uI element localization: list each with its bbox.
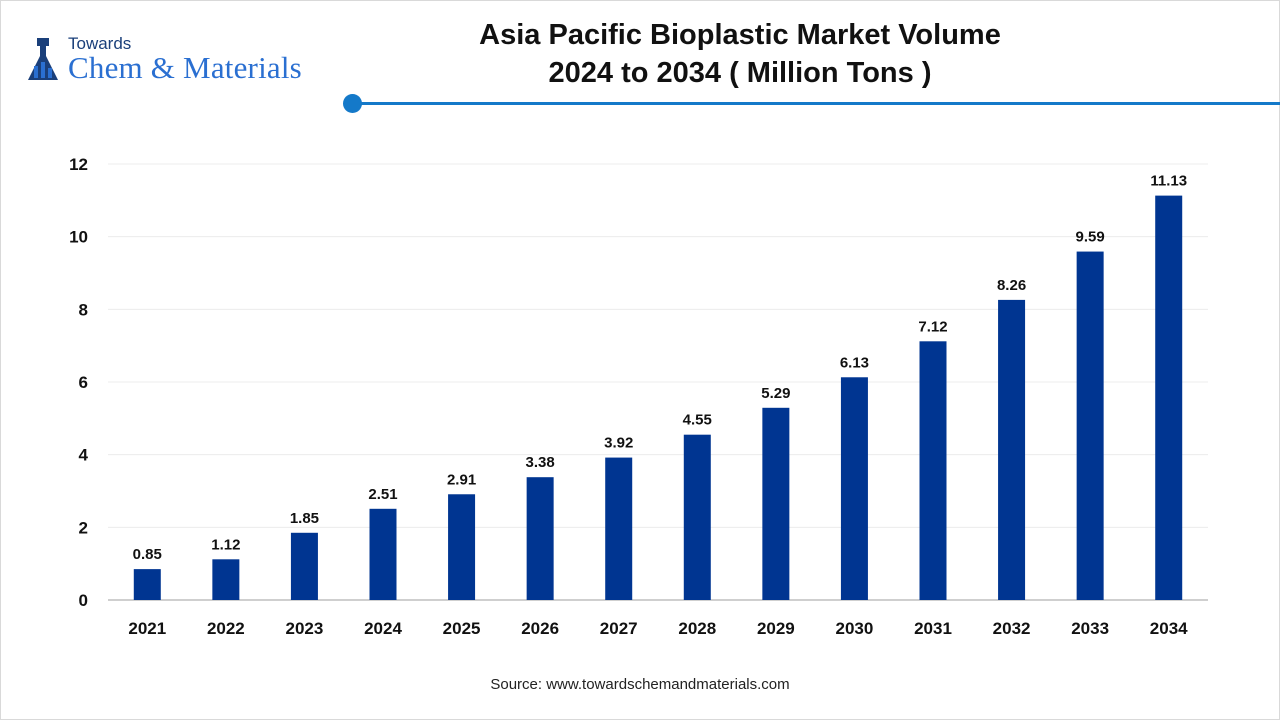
- x-tick-label: 2022: [207, 619, 245, 638]
- x-tick-label: 2026: [521, 619, 559, 638]
- data-label: 1.12: [211, 536, 240, 553]
- data-label: 1.85: [290, 510, 319, 527]
- bar-2029: [762, 407, 790, 600]
- data-label: 5.29: [761, 385, 790, 402]
- y-tick-label: 4: [79, 446, 89, 465]
- chart-title: Asia Pacific Bioplastic Market Volume: [479, 19, 1001, 51]
- flask-icon: [28, 38, 58, 80]
- data-label: 6.13: [840, 354, 869, 371]
- data-label: 3.38: [526, 454, 555, 471]
- data-label: 11.13: [1150, 173, 1187, 190]
- bar-2024: [369, 508, 397, 600]
- bar-2033: [1076, 251, 1104, 600]
- x-tick-label: 2028: [678, 619, 716, 638]
- x-tick-label: 2023: [286, 619, 324, 638]
- x-tick-label: 2030: [836, 619, 874, 638]
- y-tick-label: 12: [69, 155, 88, 174]
- title-rule: [352, 102, 1280, 105]
- bar-2028: [683, 434, 711, 600]
- x-tick-label: 2029: [757, 619, 795, 638]
- chart-subtitle: 2024 to 2034 ( Million Tons ): [548, 57, 932, 89]
- x-tick-label: 2033: [1071, 619, 1109, 638]
- bar-2022: [212, 559, 240, 600]
- data-label: 2.51: [368, 486, 397, 503]
- x-tick-label: 2027: [600, 619, 638, 638]
- data-label: 9.59: [1076, 229, 1105, 246]
- bar-2025: [448, 494, 476, 600]
- x-tick-label: 2024: [364, 619, 402, 638]
- y-tick-label: 8: [79, 300, 88, 319]
- y-tick-label: 0: [79, 591, 88, 610]
- logo-top-text: Towards: [68, 34, 132, 53]
- logo-main-text: Chem & Materials: [68, 50, 302, 85]
- source-note: Source: www.towardschemandmaterials.com: [490, 676, 790, 693]
- bar-2034: [1155, 195, 1183, 601]
- data-label: 7.12: [918, 318, 947, 335]
- bar-2030: [840, 377, 868, 600]
- data-label: 0.85: [133, 546, 162, 563]
- data-label: 3.92: [604, 435, 633, 452]
- chart-title-block: Asia Pacific Bioplastic Market Volume 20…: [440, 16, 1040, 92]
- x-tick-label: 2031: [914, 619, 952, 638]
- bar-2032: [998, 299, 1026, 600]
- bar-2026: [526, 477, 554, 600]
- data-label: 8.26: [997, 277, 1026, 294]
- x-tick-label: 2034: [1150, 619, 1188, 638]
- y-tick-label: 10: [69, 228, 88, 247]
- y-tick-label: 6: [79, 373, 88, 392]
- x-tick-label: 2021: [128, 619, 166, 638]
- title-dot: [343, 94, 362, 113]
- x-tick-label: 2025: [443, 619, 481, 638]
- brand-logo: Towards Chem & Materials: [22, 32, 342, 92]
- y-tick-label: 2: [79, 518, 88, 537]
- data-label: 4.55: [683, 412, 712, 429]
- bar-2023: [290, 532, 318, 600]
- x-tick-label: 2032: [993, 619, 1031, 638]
- data-label: 2.91: [447, 471, 476, 488]
- bar-2021: [133, 569, 161, 600]
- bar-2027: [605, 457, 633, 600]
- bar-2031: [919, 341, 947, 600]
